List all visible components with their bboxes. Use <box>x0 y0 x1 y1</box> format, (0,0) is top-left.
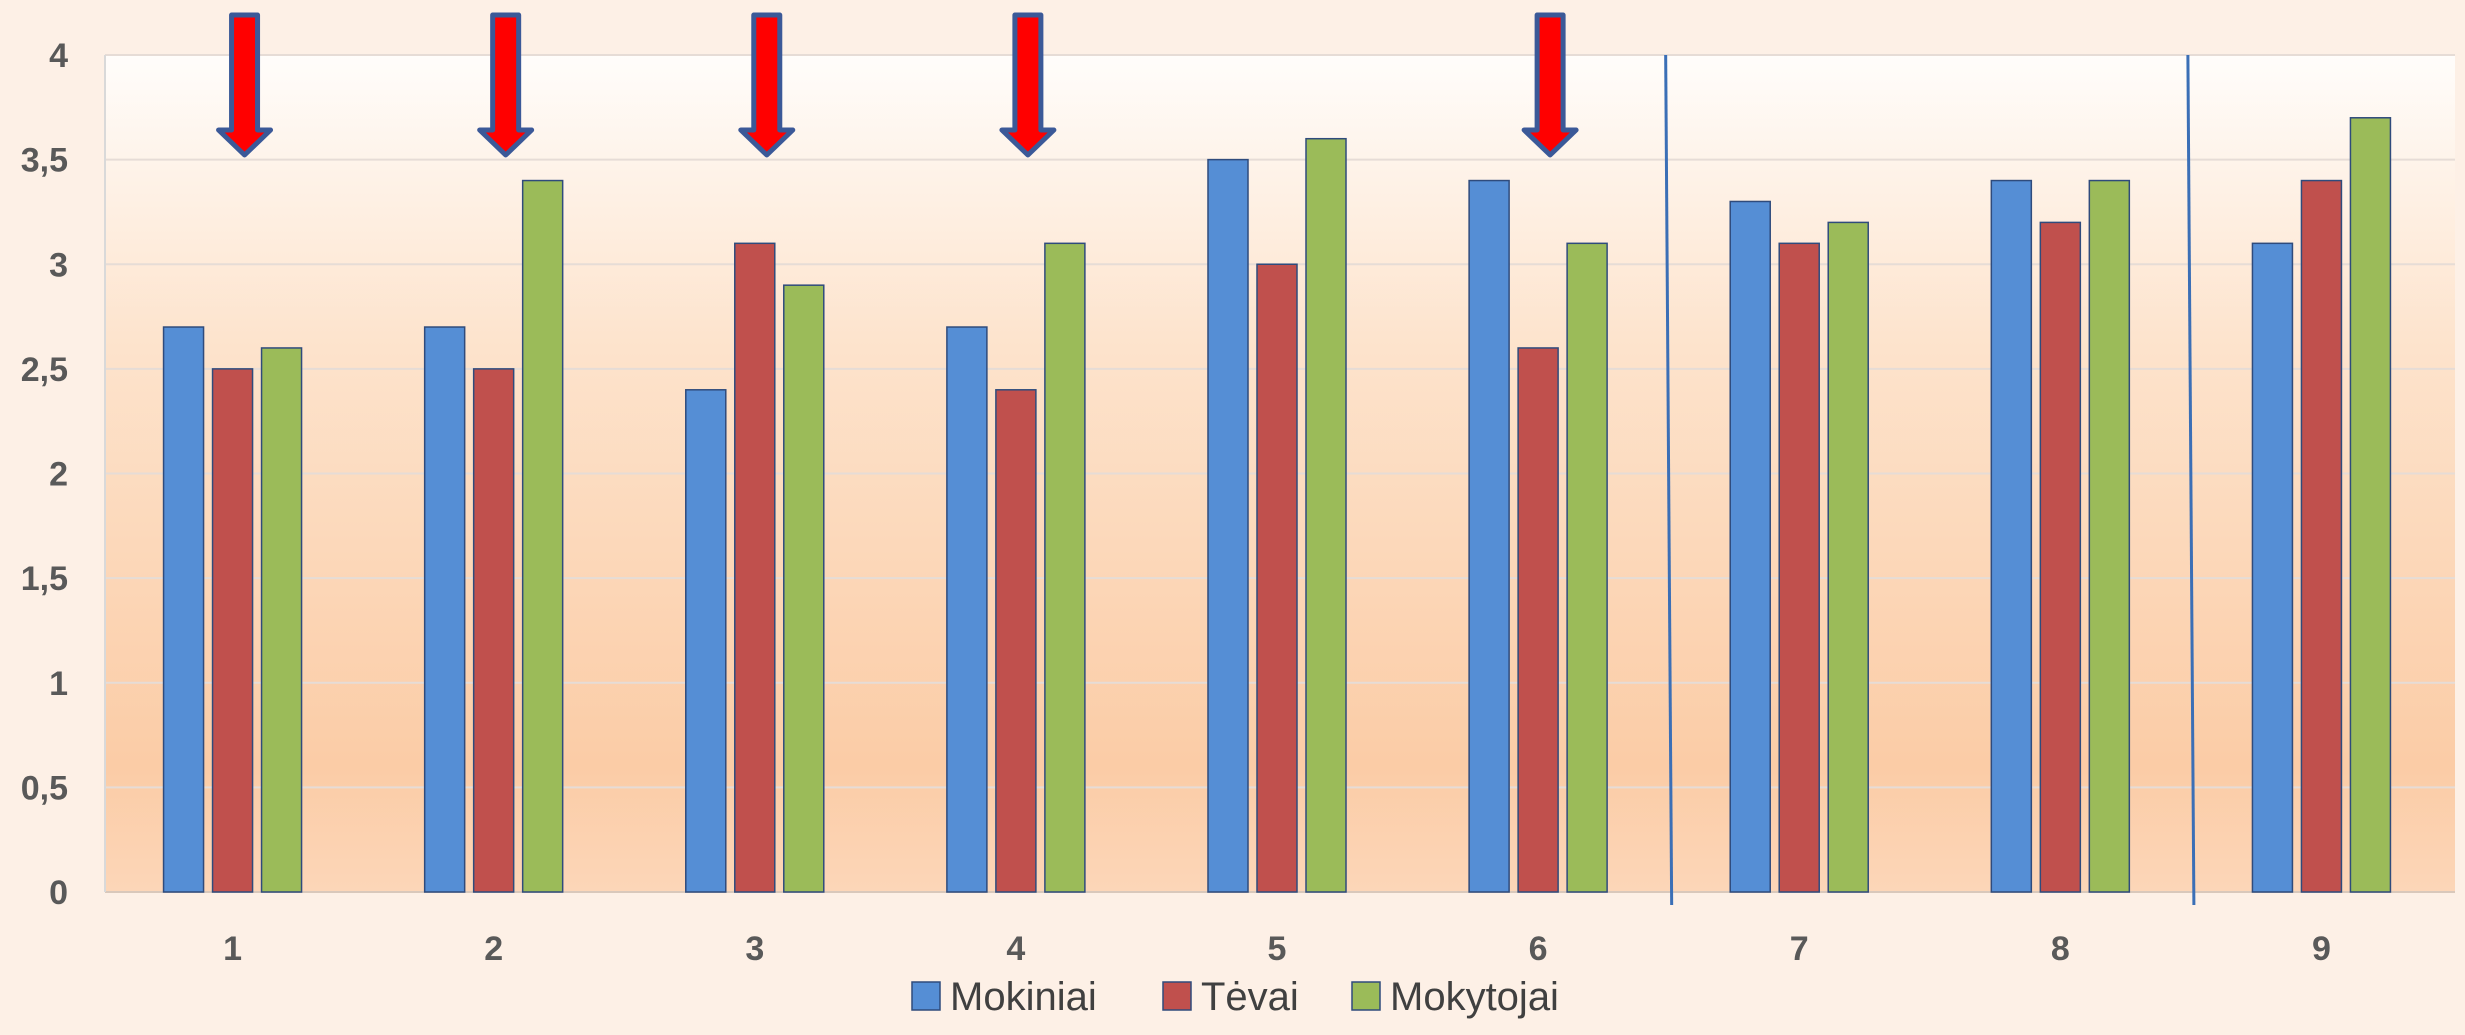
bars <box>162 117 2392 893</box>
y-tick-label: 0,5 <box>21 769 68 807</box>
bar-Mokiniai-3 <box>685 389 727 893</box>
legend-swatch-Mokiniai <box>911 981 941 1011</box>
bar-Tėvai-8 <box>2039 221 2082 893</box>
divider-line-after-6 <box>1664 54 1674 906</box>
bar-Mokytojai-3 <box>783 284 825 893</box>
legend-swatch-Tėvai <box>1162 981 1192 1011</box>
legend-label-Tėvai: Tėvai <box>1201 975 1299 1019</box>
bar-Mokytojai-1 <box>260 347 303 893</box>
y-tick-label: 1 <box>49 665 68 703</box>
y-axis-tick-labels: 0 0,5 1 1,5 2 2,5 3 3,5 4 <box>21 37 68 912</box>
legend-label-Mokiniai: Mokiniai <box>950 975 1097 1019</box>
bar-Mokytojai-9 <box>2349 117 2392 893</box>
y-tick-label: 3,5 <box>21 142 68 180</box>
bar-Tėvai-1 <box>211 368 254 893</box>
bar-Mokiniai-5 <box>1207 158 1249 893</box>
bar-Mokytojai-5 <box>1305 137 1347 893</box>
bar-Mokiniai-1 <box>162 326 205 893</box>
bar-Tėvai-9 <box>2300 179 2343 893</box>
bar-Mokytojai-7 <box>1827 221 1869 893</box>
bar-Mokiniai-4 <box>946 326 988 893</box>
bar-Tėvai-3 <box>734 242 776 893</box>
y-tick-label: 3 <box>49 246 68 284</box>
bar-Tėvai-4 <box>995 389 1037 893</box>
bar-Mokytojai-8 <box>2088 179 2131 893</box>
arrow-annotation-3 <box>738 12 796 158</box>
bar-Tėvai-5 <box>1256 263 1298 893</box>
arrow-annotation-1 <box>216 12 274 158</box>
bar-Mokiniai-2 <box>423 326 466 893</box>
x-tick-label: 1 <box>223 930 242 968</box>
arrow-annotation-4 <box>999 12 1057 158</box>
arrow-annotation-2 <box>477 12 535 158</box>
bar-Mokiniai-6 <box>1468 179 1510 893</box>
x-tick-label: 6 <box>1529 930 1548 968</box>
bar-Mokiniai-7 <box>1729 200 1771 893</box>
bar-Tėvai-6 <box>1517 347 1559 893</box>
y-tick-label: 1,5 <box>21 560 68 598</box>
annotations <box>216 12 2196 906</box>
y-tick-label: 2 <box>49 456 68 494</box>
bar-Mokiniai-8 <box>1990 179 2033 893</box>
bar-Mokytojai-4 <box>1044 242 1086 893</box>
bar-Mokytojai-2 <box>521 179 564 893</box>
x-axis-tick-labels: 1 2 3 4 5 6 7 8 9 <box>223 930 2331 968</box>
legend-label-Mokytojai: Mokytojai <box>1390 975 1559 1019</box>
y-tick-label: 2,5 <box>21 351 68 389</box>
x-tick-label: 5 <box>1268 930 1287 968</box>
bar-Tėvai-2 <box>472 368 515 893</box>
legend: Mokiniai Tėvai Mokytojai <box>911 975 1559 1019</box>
x-tick-label: 8 <box>2051 930 2070 968</box>
bar-Mokytojai-6 <box>1566 242 1608 893</box>
bar-Tėvai-7 <box>1778 242 1820 893</box>
arrow-annotation-6 <box>1521 12 1579 158</box>
x-tick-label: 2 <box>484 930 503 968</box>
divider-line-after-8 <box>2186 54 2196 906</box>
y-tick-label: 0 <box>49 874 68 912</box>
x-tick-label: 3 <box>745 930 764 968</box>
x-tick-label: 9 <box>2312 930 2331 968</box>
legend-swatch-Mokytojai <box>1351 981 1381 1011</box>
y-tick-label: 4 <box>49 37 68 75</box>
x-tick-label: 4 <box>1006 930 1025 968</box>
x-tick-label: 7 <box>1790 930 1809 968</box>
bar-Mokiniai-9 <box>2251 242 2294 893</box>
